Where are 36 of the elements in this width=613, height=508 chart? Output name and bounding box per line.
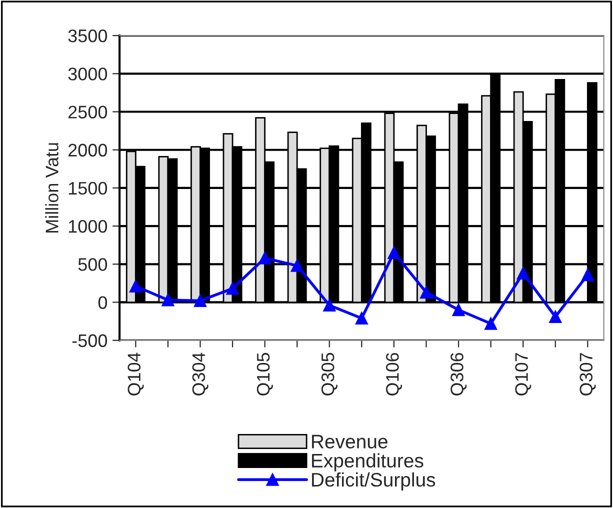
- y-tick-label: 1000: [68, 220, 108, 233]
- y-tick-label: 500: [78, 258, 108, 271]
- point: [129, 280, 142, 293]
- y-tick-label: 3500: [68, 29, 108, 42]
- y-axis-title: Million Vatu: [45, 143, 58, 232]
- point: [420, 286, 432, 299]
- point: [258, 252, 272, 264]
- x-tick-label: Q104: [128, 352, 144, 396]
- x-tick-label: Q107: [515, 353, 532, 396]
- point: [388, 246, 400, 259]
- y-tick-label: 3000: [68, 68, 108, 80]
- point: [484, 317, 498, 330]
- y-tick-label: -500: [72, 334, 108, 348]
- point: [355, 312, 368, 325]
- legend-label: Revenue: [312, 434, 388, 448]
- y-tick-label: 1500: [68, 182, 108, 195]
- point: [162, 294, 174, 306]
- point: [290, 259, 304, 272]
- point: [549, 310, 562, 323]
- legend-label: Expenditures: [312, 453, 424, 472]
- point: [581, 268, 594, 282]
- x-tick-label: Q105: [256, 352, 273, 396]
- y-tick-label: 2500: [68, 106, 108, 118]
- legend-label: Deficit/Surplus: [312, 472, 436, 490]
- x-tick-label: Q306: [450, 352, 467, 396]
- x-tick-label: Q304: [192, 352, 208, 396]
- x-tick-label: Q106: [386, 352, 402, 396]
- point: [226, 282, 239, 295]
- y-tick-label: 2000: [68, 144, 108, 157]
- x-tick-label: Q305: [321, 352, 338, 396]
- y-tick-label: 0: [98, 296, 108, 309]
- point: [323, 299, 336, 312]
- x-tick-label: Q307: [580, 353, 596, 396]
- point: [194, 294, 206, 307]
- point: [516, 267, 530, 280]
- point: [452, 304, 465, 316]
